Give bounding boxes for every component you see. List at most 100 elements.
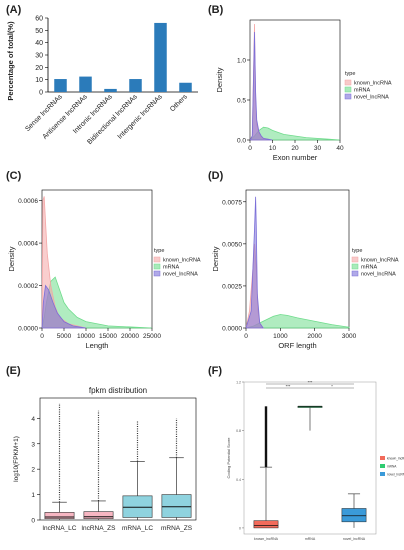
d-legend-label: novel_lncRNA: [361, 272, 396, 278]
d-y-tick-label: 0.0025: [222, 283, 242, 290]
b-y-tick-label: 0.0: [237, 138, 246, 145]
a-bar: [54, 79, 67, 92]
a-y-tick-label: 20: [35, 65, 43, 72]
d-legend-label: known_lncRNA: [361, 258, 399, 264]
d-x-tick-label: 3000: [342, 333, 357, 340]
d-density-novel_lncRNA: [245, 196, 264, 329]
d-legend-swatch: [351, 263, 359, 270]
panel-label-b: (B): [208, 4, 224, 16]
e-y-tick-label: 1: [31, 492, 35, 499]
f-sig-known-mrna: ***: [286, 384, 291, 389]
c-x-axis-label: Length: [86, 341, 109, 350]
f-sig-mrna-novel: *: [331, 384, 333, 389]
f-y-tick-label: 0: [239, 526, 241, 530]
e-chart-title: fpkm distribution: [89, 386, 147, 395]
f-box: [253, 520, 279, 529]
d-legend-swatch: [351, 270, 359, 277]
d-x-tick-label: 0: [244, 333, 248, 340]
e-x-tick-label: lncRNA_ZS: [82, 525, 117, 532]
e-x-tick-label: mRNA_LC: [122, 525, 153, 532]
f-legend-label: novel_lncRNA: [387, 473, 404, 477]
a-x-tick-label: Antisense lncRNAs: [42, 93, 90, 141]
d-y-tick-label: 0.0075: [222, 199, 242, 206]
f-box: [341, 508, 367, 523]
d-plot-area: [245, 189, 350, 329]
f-sig-known-novel: ***: [308, 380, 313, 385]
b-legend-label: novel_lncRNA: [354, 95, 389, 101]
b-x-tick-label: 10: [269, 145, 277, 152]
b-y-tick-label: 0.5: [237, 98, 246, 105]
e-box: [44, 512, 75, 520]
a-y-tick-label: 10: [35, 77, 43, 84]
b-legend-swatch: [344, 79, 352, 86]
b-x-axis-label: Exon number: [273, 153, 318, 162]
f-legend-label: known_lncRNA: [387, 457, 404, 461]
b-y-axis-label: Density: [215, 67, 224, 92]
b-legend-label: known_lncRNA: [354, 81, 392, 87]
d-y-tick-label: 0.0050: [222, 241, 242, 248]
e-x-tick-label: lncRNA_LC: [43, 525, 77, 532]
f-x-tick-label: mRNA: [305, 537, 316, 541]
c-legend-swatch: [153, 256, 161, 263]
c-legend-swatch: [153, 263, 161, 270]
panel-label-e: (E): [6, 365, 21, 377]
c-x-tick-label: 5000: [57, 333, 72, 340]
c-y-axis-label: Density: [7, 246, 16, 271]
b-x-tick-label: 0: [248, 145, 252, 152]
c-x-tick-label: 20000: [121, 333, 139, 340]
d-y-tick-label: 0.0000: [222, 326, 242, 333]
a-x-tick-label: Bidirectional lncRNAs: [86, 93, 139, 146]
c-x-tick-label: 10000: [77, 333, 95, 340]
a-bar: [104, 88, 117, 92]
f-legend-label: mRNA: [387, 465, 397, 469]
a-x-tick-label: Intergenic lncRNAs: [117, 93, 165, 141]
e-box: [122, 495, 153, 518]
d-y-axis-label: Density: [211, 246, 220, 271]
b-legend-swatch: [344, 86, 352, 93]
a-y-axis-label: Percentage of total(%): [6, 21, 15, 101]
b-legend-label: mRNA: [354, 88, 371, 94]
d-x-tick-label: 2000: [307, 333, 322, 340]
b-legend-title: type: [345, 71, 355, 77]
b-density-mRNA: [248, 126, 341, 141]
a-y-tick-label: 60: [35, 16, 43, 23]
f-y-tick-label: 0.8: [236, 429, 241, 433]
b-plot-area: [249, 19, 341, 141]
panel-label-a: (A): [6, 4, 22, 16]
panel-label-c: (C): [6, 170, 22, 182]
c-legend-swatch: [153, 270, 161, 277]
c-density-novel_lncRNA: [41, 284, 87, 329]
panel-label-f: (F): [208, 365, 223, 377]
c-y-tick-label: 0.0004: [18, 241, 38, 248]
a-y-tick-label: 30: [35, 53, 43, 60]
d-legend-swatch: [351, 256, 359, 263]
b-density-novel_lncRNA: [249, 31, 273, 141]
e-box: [83, 511, 114, 520]
e-y-tick-label: 0: [31, 518, 35, 525]
f-legend-swatch: [380, 472, 385, 476]
c-y-tick-label: 0.0002: [18, 283, 38, 290]
c-y-tick-label: 0.0006: [18, 198, 38, 205]
a-x-tick-label: Others: [169, 93, 189, 113]
e-y-tick-label: 2: [31, 467, 35, 474]
f-y-tick-label: 0.4: [236, 478, 241, 482]
a-bar: [154, 22, 167, 92]
f-legend-swatch: [380, 464, 385, 468]
d-legend-label: mRNA: [361, 265, 378, 271]
f-y-tick-label: 1.2: [236, 381, 241, 385]
e-box: [161, 494, 192, 518]
e-y-tick-label: 3: [31, 441, 35, 448]
a-y-tick-label: 40: [35, 40, 43, 47]
d-density-mRNA: [245, 314, 350, 329]
f-x-tick-label: novel_lncRNA: [343, 537, 366, 541]
a-bar: [129, 79, 142, 92]
e-y-tick-label: 4: [31, 416, 35, 423]
c-legend-label: known_lncRNA: [163, 258, 201, 264]
c-x-tick-label: 15000: [99, 333, 117, 340]
c-legend-label: novel_lncRNA: [163, 272, 198, 278]
a-y-tick-label: 0: [39, 90, 43, 97]
b-x-tick-label: 30: [314, 145, 322, 152]
f-x-tick-label: known_lncRNA: [254, 537, 279, 541]
a-y-tick-label: 50: [35, 28, 43, 35]
